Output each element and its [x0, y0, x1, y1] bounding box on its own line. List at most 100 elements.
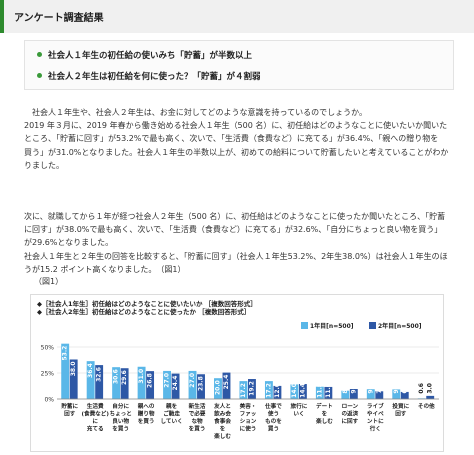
bar-series-2 — [120, 368, 129, 399]
x-category-label: 食事会 — [213, 417, 231, 425]
bar-series-1 — [315, 386, 324, 399]
x-category-label: 良い物 — [112, 417, 129, 425]
figure-label: （図1） — [34, 277, 64, 286]
paragraph-line: 次に、就職してから１年が経つ社会人２年生（500 名）に、初任給はどのようなこと… — [24, 212, 446, 221]
x-category-label: 楽しむ — [214, 432, 231, 440]
data-label: 19.2 — [248, 381, 255, 396]
data-label: 27.0 — [164, 373, 171, 388]
data-label: 11.6 — [325, 383, 332, 398]
bar-chart: 50% 25% 0% 53.238.0 貯蓄に回す 36.4 32.6 生活費(食費など)に充… — [41, 343, 439, 440]
legend-swatch — [301, 322, 308, 329]
x-category-label: を買う — [189, 425, 206, 433]
x-category-label: で必要 — [189, 410, 206, 418]
data-label: 14.0 — [291, 383, 298, 398]
x-category-label: 貯蓄に — [61, 402, 78, 410]
data-label: 23.8 — [198, 376, 205, 391]
data-label: 31.0 — [138, 369, 145, 384]
x-category-label: ントに — [367, 418, 384, 425]
x-category-label: 新生活 — [189, 402, 206, 410]
data-label: 32.6 — [96, 367, 103, 382]
paragraph-line: ところ、「貯蓄に回す」が53.2%で最も高く、次いで、「生活費（食費など）に充て… — [24, 134, 439, 144]
data-label: 24.4 — [172, 376, 179, 391]
x-category-label: 充てる — [87, 425, 104, 433]
x-category-label: な物 — [191, 417, 203, 425]
legend-item-year1: 1年目[n=500] — [301, 321, 353, 330]
y-tick-label: 50% — [41, 345, 55, 352]
x-category-label: を買う — [138, 417, 155, 425]
bullet-icon — [37, 73, 42, 78]
summary-text: 社会人１年生の初任給の使いみち「貯蓄」が半数以上 — [48, 51, 253, 61]
bar-series-2 — [95, 365, 104, 399]
paragraph-grade2: 次に、就職してから１年が経つ社会人２年生（500 名）に、初任給はどのようなこと… — [24, 210, 464, 276]
x-category-label: 飲み会 — [213, 410, 231, 418]
x-category-label: していく — [160, 418, 182, 425]
x-category-label: 旅行に — [290, 402, 308, 410]
data-label: 8.0 — [342, 383, 349, 394]
x-category-label: を買う — [112, 425, 129, 433]
data-label: 36.4 — [87, 363, 94, 378]
bar-series-1 — [290, 384, 299, 399]
bar-series-1 — [214, 378, 222, 399]
paragraph-line: 2019 年３月に、2019 年春から働き始める社会人１年生（500 名）に、初… — [24, 121, 448, 131]
summary-item: 社会人２年生は初任給を何に使った？「貯蓄」が４割弱 — [37, 70, 261, 82]
summary-box: 社会人１年生の初任給の使いみち「貯蓄」が半数以上 社会人２年生は初任給を何に使っ… — [24, 40, 454, 90]
chart-subtitle: ◆［社会人2年生］初任給はどのようなことに使ったか ［複数回答形式］ — [37, 308, 251, 316]
paragraph-line: が29.6%となりました。 — [24, 238, 114, 248]
x-category-label: 買う — [268, 425, 279, 433]
section-header: アンケート調査結果 — [0, 0, 474, 33]
legend-label: 2年目[n=500] — [378, 323, 422, 330]
bar-series-2 — [273, 385, 282, 399]
bar-series-2 — [146, 371, 155, 399]
x-category-label: (食費など) — [81, 410, 109, 418]
bar-series-1 — [86, 361, 95, 399]
x-category-label: に回す — [341, 417, 358, 425]
data-label: 7.4 — [376, 383, 383, 394]
x-category-label: 回す — [395, 410, 407, 418]
x-category-label: 贈り物 — [138, 410, 155, 418]
section-title: アンケート調査結果 — [14, 13, 104, 24]
x-category-label: 投資に — [392, 402, 409, 410]
paragraph-line: 社会人１年生と２年生の回答を比較すると、「貯蓄に回す」（社会人１年生53.2%、… — [24, 251, 448, 261]
x-category-label: ちょっと — [109, 410, 131, 418]
x-category-label: 仕事で — [264, 402, 282, 410]
paragraph-line: りました。 — [24, 160, 64, 170]
bar-series-1 — [366, 389, 375, 399]
paragraph-line: うが15.2 ポイント高くなりました。 （図1） — [24, 264, 186, 274]
data-label: 26.8 — [147, 373, 154, 388]
x-category-label: を — [220, 425, 226, 433]
x-category-label: 自分に — [112, 402, 129, 410]
legend-item-year2: 2年目[n=500] — [369, 321, 421, 330]
x-category-label: 生活費 — [87, 402, 104, 410]
bar-series-2 — [171, 373, 180, 399]
bar-series-2 — [69, 359, 78, 399]
data-label: 38.0 — [70, 361, 77, 376]
x-category-label: ション — [240, 418, 257, 425]
x-category-label: 使う — [267, 410, 279, 418]
summary-item: 社会人１年生の初任給の使いみち「貯蓄」が半数以上 — [37, 49, 252, 61]
data-label: 9.6 — [350, 383, 357, 394]
bar-series-1 — [137, 366, 146, 399]
data-label: 3.0 — [427, 383, 434, 394]
bar-series-1 — [264, 381, 273, 399]
chart-title: ◆［社会人1年生］初任給はどのようなことに使いたいか ［複数回答形式］ — [37, 300, 257, 308]
paragraph-line: 買う」が31.0%となりました。社会人１年生の半数以上が、初めての給料について貯… — [24, 147, 449, 157]
bar-series-1 — [61, 343, 70, 399]
data-label: 12.6 — [274, 383, 281, 398]
bar-series-1 — [341, 390, 350, 399]
bullet-icon — [37, 52, 42, 57]
x-category-label: その他 — [418, 402, 435, 410]
x-category-label: 美容・ — [240, 402, 257, 410]
paragraph-line: に回す」が38.0%で最も高く、次いで、「生活費（食費など）に充てる」が32.6… — [24, 225, 443, 235]
data-label: 0.6 — [418, 383, 425, 394]
bar-series-2 — [222, 372, 231, 399]
bar-series-1 — [239, 381, 248, 399]
bar-series-2 — [324, 386, 333, 399]
data-label: 17.2 — [240, 383, 247, 398]
x-category-label: を — [322, 410, 328, 418]
x-category-label: ライブ — [367, 402, 384, 410]
x-category-label: 回す — [64, 410, 76, 418]
bar-series-2 — [375, 391, 384, 399]
data-label: 9.4 — [367, 383, 374, 394]
x-category-label: 行く — [369, 425, 381, 433]
x-category-label: デート — [316, 402, 333, 410]
